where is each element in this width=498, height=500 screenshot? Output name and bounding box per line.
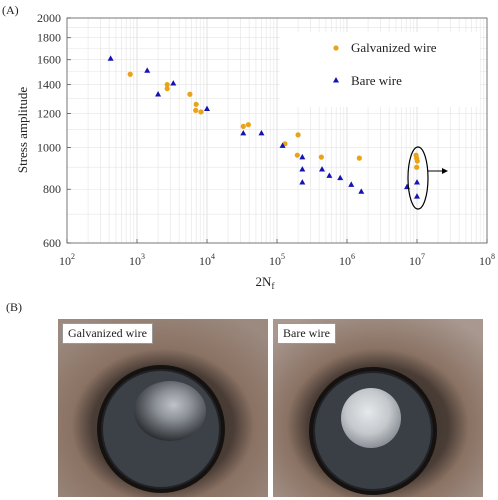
y-tick-labels: 600 800 1000 1200 1400 1600 1800 2000 <box>37 11 71 250</box>
data-point-bare <box>319 166 326 172</box>
data-point-galvanized <box>356 155 362 161</box>
runout-annotation <box>407 146 448 210</box>
series-galvanized <box>127 71 420 170</box>
data-point-bare <box>348 181 355 187</box>
x-tick-label: 107 <box>409 252 425 268</box>
data-point-bare <box>204 105 210 112</box>
y-tick-label: 1600 <box>37 53 61 67</box>
bare-wire-photo: Bare wire <box>273 319 483 497</box>
y-tick-label: 1000 <box>37 141 61 155</box>
x-tick-label: 103 <box>129 252 145 268</box>
data-point-bare <box>170 80 177 86</box>
series-bare <box>107 55 420 199</box>
panel-a-label: (A) <box>2 3 19 17</box>
x-axis-title-sub: f <box>271 281 274 291</box>
data-point-bare <box>240 129 247 136</box>
galvanized-wire-photo: Galvanized wire <box>58 319 268 497</box>
data-point-bare <box>299 179 306 185</box>
x-axis-title: 2Nf <box>256 274 275 291</box>
data-point-galvanized <box>245 122 251 128</box>
data-point-galvanized <box>127 71 133 77</box>
x-tick-label: 104 <box>199 252 215 268</box>
data-point-bare <box>155 91 162 97</box>
data-point-galvanized <box>198 109 204 115</box>
data-point-galvanized <box>164 82 170 88</box>
legend-label-bare: Bare wire <box>351 73 402 88</box>
y-tick-label: 1400 <box>37 78 61 92</box>
x-tick-label: 108 <box>479 252 495 268</box>
y-tick-label: 2000 <box>37 11 61 25</box>
data-point-bare <box>414 179 420 185</box>
x-tick-label: 102 <box>59 252 75 268</box>
x-tick-label: 105 <box>269 252 285 268</box>
data-point-bare <box>258 129 265 136</box>
bare-wire-caption: Bare wire <box>277 323 336 344</box>
data-point-bare <box>414 193 420 199</box>
y-tick-label: 600 <box>43 236 61 250</box>
legend-box <box>280 32 480 107</box>
legend-marker-galvanized <box>333 45 339 51</box>
data-point-bare <box>107 55 114 61</box>
legend-label-galvanized: Galvanized wire <box>351 40 437 55</box>
data-point-galvanized <box>294 152 300 158</box>
data-point-bare <box>299 153 306 160</box>
data-points <box>107 55 420 199</box>
data-point-galvanized <box>318 154 324 160</box>
galvanized-wire-caption: Galvanized wire <box>62 323 153 344</box>
y-tick-label: 1200 <box>37 106 61 120</box>
data-point-galvanized <box>295 132 301 138</box>
x-tick-labels: 102 103 104 105 106 107 108 <box>59 239 495 268</box>
x-tick-label: 106 <box>339 252 355 268</box>
data-point-galvanized <box>193 101 199 107</box>
data-point-bare <box>279 142 286 148</box>
data-point-galvanized <box>164 86 170 92</box>
panel-b-label: (B) <box>6 300 22 314</box>
data-point-bare <box>326 172 333 178</box>
data-point-galvanized <box>187 91 193 97</box>
y-tick-label: 1800 <box>37 31 61 45</box>
data-point-bare <box>144 67 151 73</box>
grid <box>67 18 487 243</box>
data-point-bare <box>299 166 306 172</box>
y-tick-label: 800 <box>43 182 61 196</box>
runout-ellipse <box>407 146 429 210</box>
data-point-bare <box>358 188 365 194</box>
data-point-galvanized <box>414 164 420 170</box>
y-axis-title: Stress amplitude <box>15 87 30 174</box>
data-point-galvanized <box>414 158 420 164</box>
data-point-galvanized <box>240 123 246 129</box>
x-axis-title-main: 2N <box>256 274 273 289</box>
data-point-bare <box>337 174 344 181</box>
legend-marker-bare <box>333 77 339 83</box>
runout-arrow-head <box>442 168 448 174</box>
legend: Galvanized wire Bare wire <box>280 32 480 107</box>
data-point-galvanized <box>193 107 199 113</box>
